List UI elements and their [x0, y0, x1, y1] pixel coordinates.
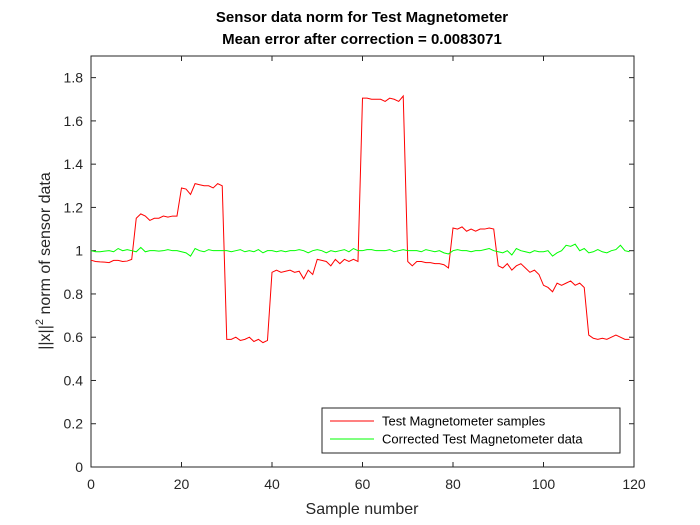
y-tick-label: 1.2: [64, 199, 84, 215]
y-tick-label: 0.6: [64, 329, 84, 345]
x-tick-label: 60: [355, 476, 371, 492]
legend-label-corrected: Corrected Test Magnetometer data: [382, 432, 583, 447]
y-axis-label-rest: norm of sensor data: [37, 172, 54, 319]
legend: Test Magnetometer samples Corrected Test…: [321, 407, 621, 454]
y-tick-label: 0.8: [64, 286, 84, 302]
legend-label-samples: Test Magnetometer samples: [382, 414, 546, 429]
y-tick-label: 1: [75, 243, 83, 259]
chart-title: Sensor data norm for Test Magnetometer: [216, 9, 508, 26]
series-line-corrected: [90, 243, 630, 257]
x-tick-label: 100: [532, 476, 556, 492]
x-tick-label: 80: [445, 476, 461, 492]
legend-box: [321, 407, 621, 454]
y-tick-label: 0.4: [64, 372, 84, 388]
x-tick-label: 40: [264, 476, 280, 492]
series-layer: [90, 94, 630, 344]
x-tick-label: 120: [622, 476, 646, 492]
y-tick-label: 0: [75, 459, 83, 475]
y-tick-label: 0.2: [64, 416, 84, 432]
y-tick-label: 1.4: [64, 156, 84, 172]
y-tick-label: 1.6: [64, 113, 84, 129]
chart-subtitle: Mean error after correction = 0.0083071: [222, 31, 502, 48]
y-axis-ticks: 0 0.2 0.4 0.6 0.8 1 1.2 1.4 1.6 1.8: [64, 70, 634, 475]
x-tick-label: 0: [87, 476, 95, 492]
x-axis-ticks: 0 20 40 60 80 100 120: [87, 56, 646, 492]
y-tick-label: 1.8: [64, 70, 84, 86]
series-line-samples: [90, 94, 630, 344]
x-axis-label: Sample number: [306, 501, 420, 518]
plot-area: [90, 55, 635, 468]
y-axis-label: ||x||2 norm of sensor data: [34, 172, 54, 350]
y-axis-label-exponent: 2: [34, 319, 46, 325]
x-tick-label: 20: [174, 476, 190, 492]
y-axis-label-norm: ||x||: [37, 325, 54, 350]
